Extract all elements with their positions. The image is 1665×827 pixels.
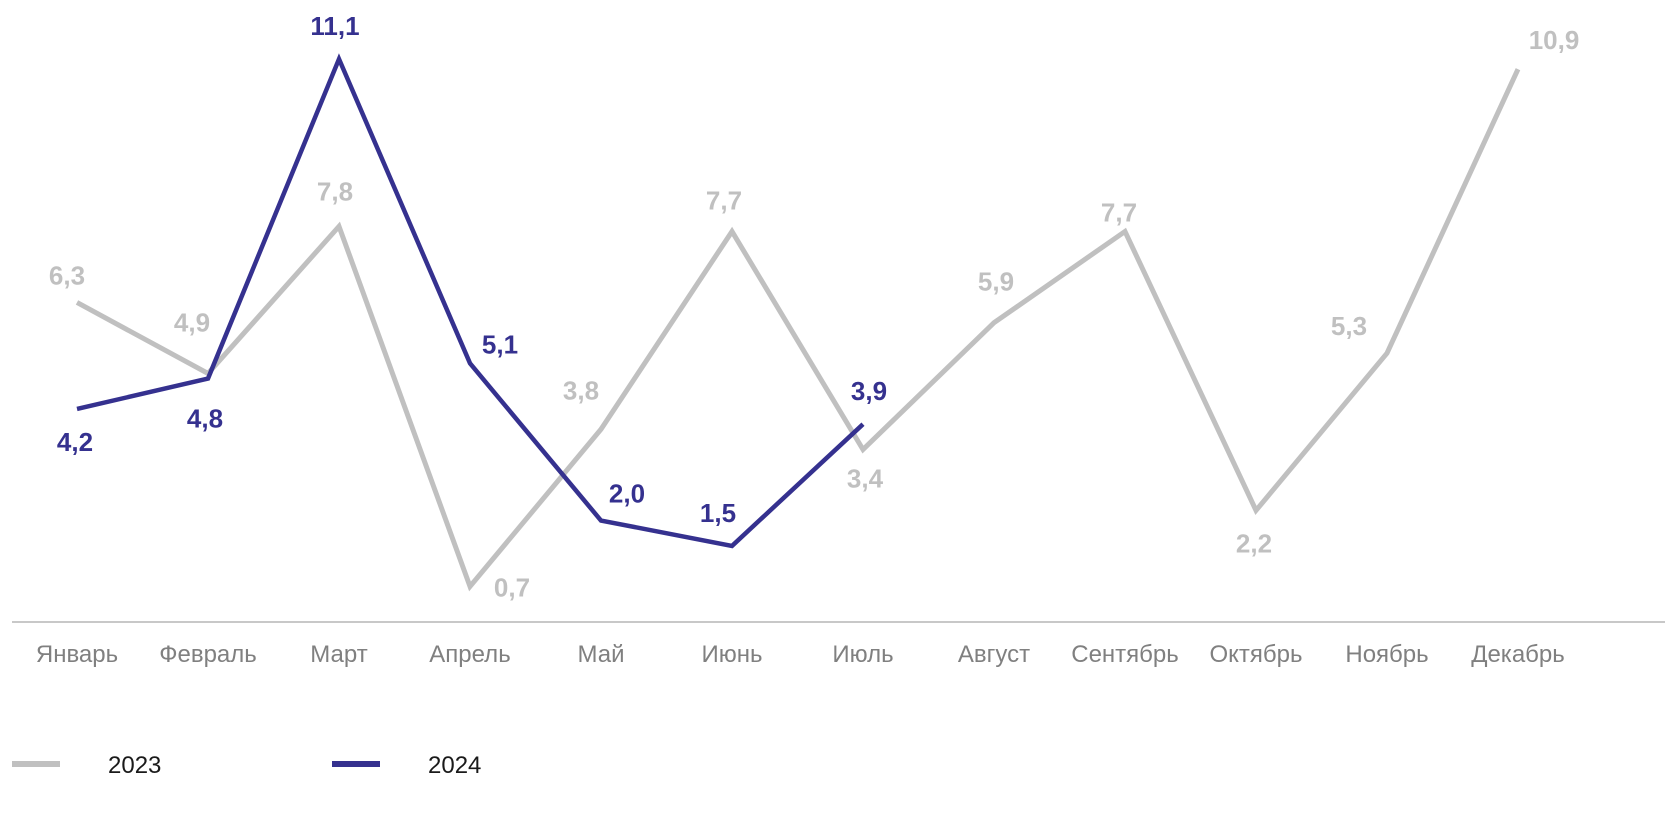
x-tick-label: Ноябрь [1345,641,1428,668]
series-line-2024 [76,53,865,549]
data-label-2023: 7,7 [1101,197,1137,227]
legend-label-2024: 2024 [428,752,481,779]
data-label-2024: 1,5 [700,498,736,528]
data-label-2024: 11,1 [310,11,359,41]
data-label-2023: 3,8 [563,375,599,405]
data-label-2023: 4,9 [174,307,210,337]
x-tick-label: Февраль [159,641,257,668]
data-label-2023: 6,3 [49,260,85,290]
x-tick-label: Март [310,641,367,668]
x-tick-label: Сентябрь [1071,641,1179,668]
x-tick-label: Июль [832,641,893,668]
data-label-2023: 0,7 [494,572,530,602]
x-tick-label: Апрель [429,641,510,668]
data-label-2023: 5,3 [1331,311,1367,341]
legend-label-2023: 2023 [108,752,161,779]
data-label-2023: 7,8 [317,176,353,206]
data-label-2024: 2,0 [609,479,645,509]
data-label-2024: 5,1 [482,329,518,359]
data-label-2024: 4,2 [57,427,93,457]
data-label-2023: 3,4 [847,464,884,494]
series-line-2023 [75,68,1521,592]
data-label-2024: 3,9 [851,376,887,406]
x-tick-label: Август [958,641,1030,668]
x-tick-label: Май [577,641,624,668]
x-tick-label: Январь [36,641,118,668]
data-label-2024: 4,8 [187,404,223,434]
x-tick-label: Октябрь [1209,641,1302,668]
x-tick-label: Декабрь [1471,641,1565,668]
data-label-2023: 5,9 [978,267,1014,297]
x-tick-label: Июнь [701,641,762,668]
data-label-2023: 7,7 [706,185,742,215]
data-label-2023: 10,9 [1529,25,1580,55]
data-label-2023: 2,2 [1236,528,1272,558]
